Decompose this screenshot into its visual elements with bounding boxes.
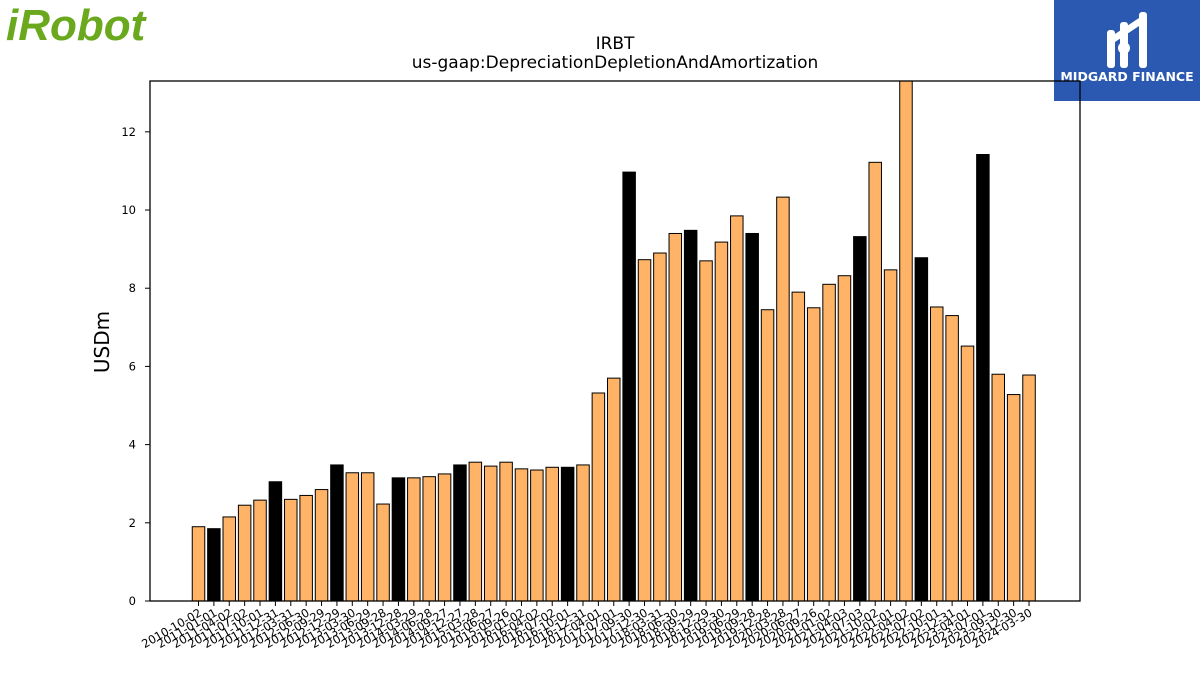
bar-2019-12-28 bbox=[760, 309, 775, 602]
bar-2019-09-28 bbox=[745, 232, 759, 602]
bar-2016-10-01 bbox=[560, 466, 575, 602]
bar-2012-09-29 bbox=[314, 489, 329, 602]
bar-2023-12-30 bbox=[1006, 394, 1021, 602]
bar-2021-04-03 bbox=[837, 275, 852, 602]
bar-2019-06-29 bbox=[730, 215, 744, 602]
y-axis-label: USDm bbox=[90, 311, 114, 373]
chart-subtitle: us-gaap:DepreciationDepletionAndAmortiza… bbox=[412, 53, 819, 73]
bar-2015-03-28 bbox=[468, 461, 483, 602]
bar-2015-09-26 bbox=[499, 461, 513, 602]
bar-2014-06-28 bbox=[422, 476, 436, 602]
bar-2017-07-01 bbox=[607, 377, 621, 602]
bar-2012-03-31 bbox=[284, 498, 298, 602]
y-ticks-group: 0 2 4 6 8 10 12 bbox=[121, 125, 150, 608]
bar-2018-03-31 bbox=[653, 252, 667, 602]
bar-2013-06-29 bbox=[360, 472, 375, 602]
y-tick-label: 10 bbox=[121, 203, 136, 217]
bar-2016-12-31 bbox=[576, 464, 590, 602]
bar-2011-07-02 bbox=[237, 504, 252, 602]
bar-2013-03-30 bbox=[345, 472, 360, 602]
y-tick-label: 8 bbox=[129, 281, 136, 295]
bar-2016-07-02 bbox=[545, 466, 559, 602]
bar-2022-01-01 bbox=[883, 269, 898, 602]
x-ticks-group: 2010-10-022011-01-012011-04-022011-07-02… bbox=[139, 601, 1035, 651]
bar-2023-04-01 bbox=[960, 345, 975, 602]
plot-frame bbox=[149, 80, 1081, 602]
midgard-logo-text: MIDGARD FINANCE bbox=[1060, 69, 1193, 84]
bar-2014-12-27 bbox=[453, 464, 467, 602]
bar-2014-09-27 bbox=[437, 473, 452, 602]
y-tick-label: 6 bbox=[129, 359, 136, 373]
bar-2018-12-29 bbox=[699, 260, 713, 602]
midgard-emblem-icon bbox=[1107, 12, 1147, 68]
bar-2013-09-28 bbox=[376, 503, 390, 602]
bar-2021-01-02 bbox=[822, 283, 836, 602]
bar-2011-10-01 bbox=[253, 499, 267, 602]
bars-group bbox=[191, 80, 1036, 602]
bar-2022-10-01 bbox=[929, 306, 944, 602]
bar-2012-06-30 bbox=[299, 494, 313, 602]
bar-2023-07-01 bbox=[976, 154, 990, 602]
bar-2021-07-03 bbox=[853, 236, 867, 602]
bar-2011-04-02 bbox=[222, 516, 237, 602]
bar-2011-01-01 bbox=[207, 528, 221, 602]
bar-2011-12-31 bbox=[268, 481, 283, 602]
bar-2019-03-30 bbox=[714, 241, 729, 602]
bar-2012-12-29 bbox=[330, 464, 344, 602]
bar-2016-01-02 bbox=[514, 468, 529, 602]
bar-2022-07-02 bbox=[914, 257, 929, 602]
bar-2022-12-31 bbox=[945, 315, 959, 602]
bar-2016-04-02 bbox=[530, 469, 544, 602]
bar-2013-12-28 bbox=[391, 477, 406, 602]
bar-2017-12-30 bbox=[637, 259, 652, 602]
bar-2024-03-30 bbox=[1022, 374, 1036, 602]
y-tick-label: 12 bbox=[121, 125, 136, 139]
bar-2020-09-26 bbox=[806, 307, 821, 602]
irobot-logo-text: iRobot bbox=[6, 2, 148, 46]
midgard-finance-logo: MIDGARD FINANCE bbox=[1054, 0, 1200, 101]
bar-2017-04-01 bbox=[591, 392, 606, 602]
bar-2023-09-30 bbox=[991, 373, 1006, 602]
chart-title: IRBT bbox=[596, 34, 635, 54]
bar-2017-09-30 bbox=[622, 171, 636, 602]
bar-2021-10-02 bbox=[868, 161, 882, 602]
bar-2018-09-29 bbox=[683, 229, 698, 602]
bar-2018-06-30 bbox=[668, 232, 683, 602]
y-tick-label: 0 bbox=[129, 594, 136, 608]
bar-2020-06-27 bbox=[791, 291, 806, 602]
bar-2010-10-02 bbox=[191, 526, 206, 602]
bar-2014-03-29 bbox=[407, 477, 421, 602]
y-tick-label: 2 bbox=[129, 516, 136, 530]
irobot-logo: iRobot bbox=[6, 1, 176, 50]
y-tick-label: 4 bbox=[129, 438, 136, 452]
bar-2015-06-27 bbox=[483, 465, 498, 602]
bar-2020-03-28 bbox=[776, 196, 790, 602]
bar-2022-04-02 bbox=[899, 80, 913, 602]
